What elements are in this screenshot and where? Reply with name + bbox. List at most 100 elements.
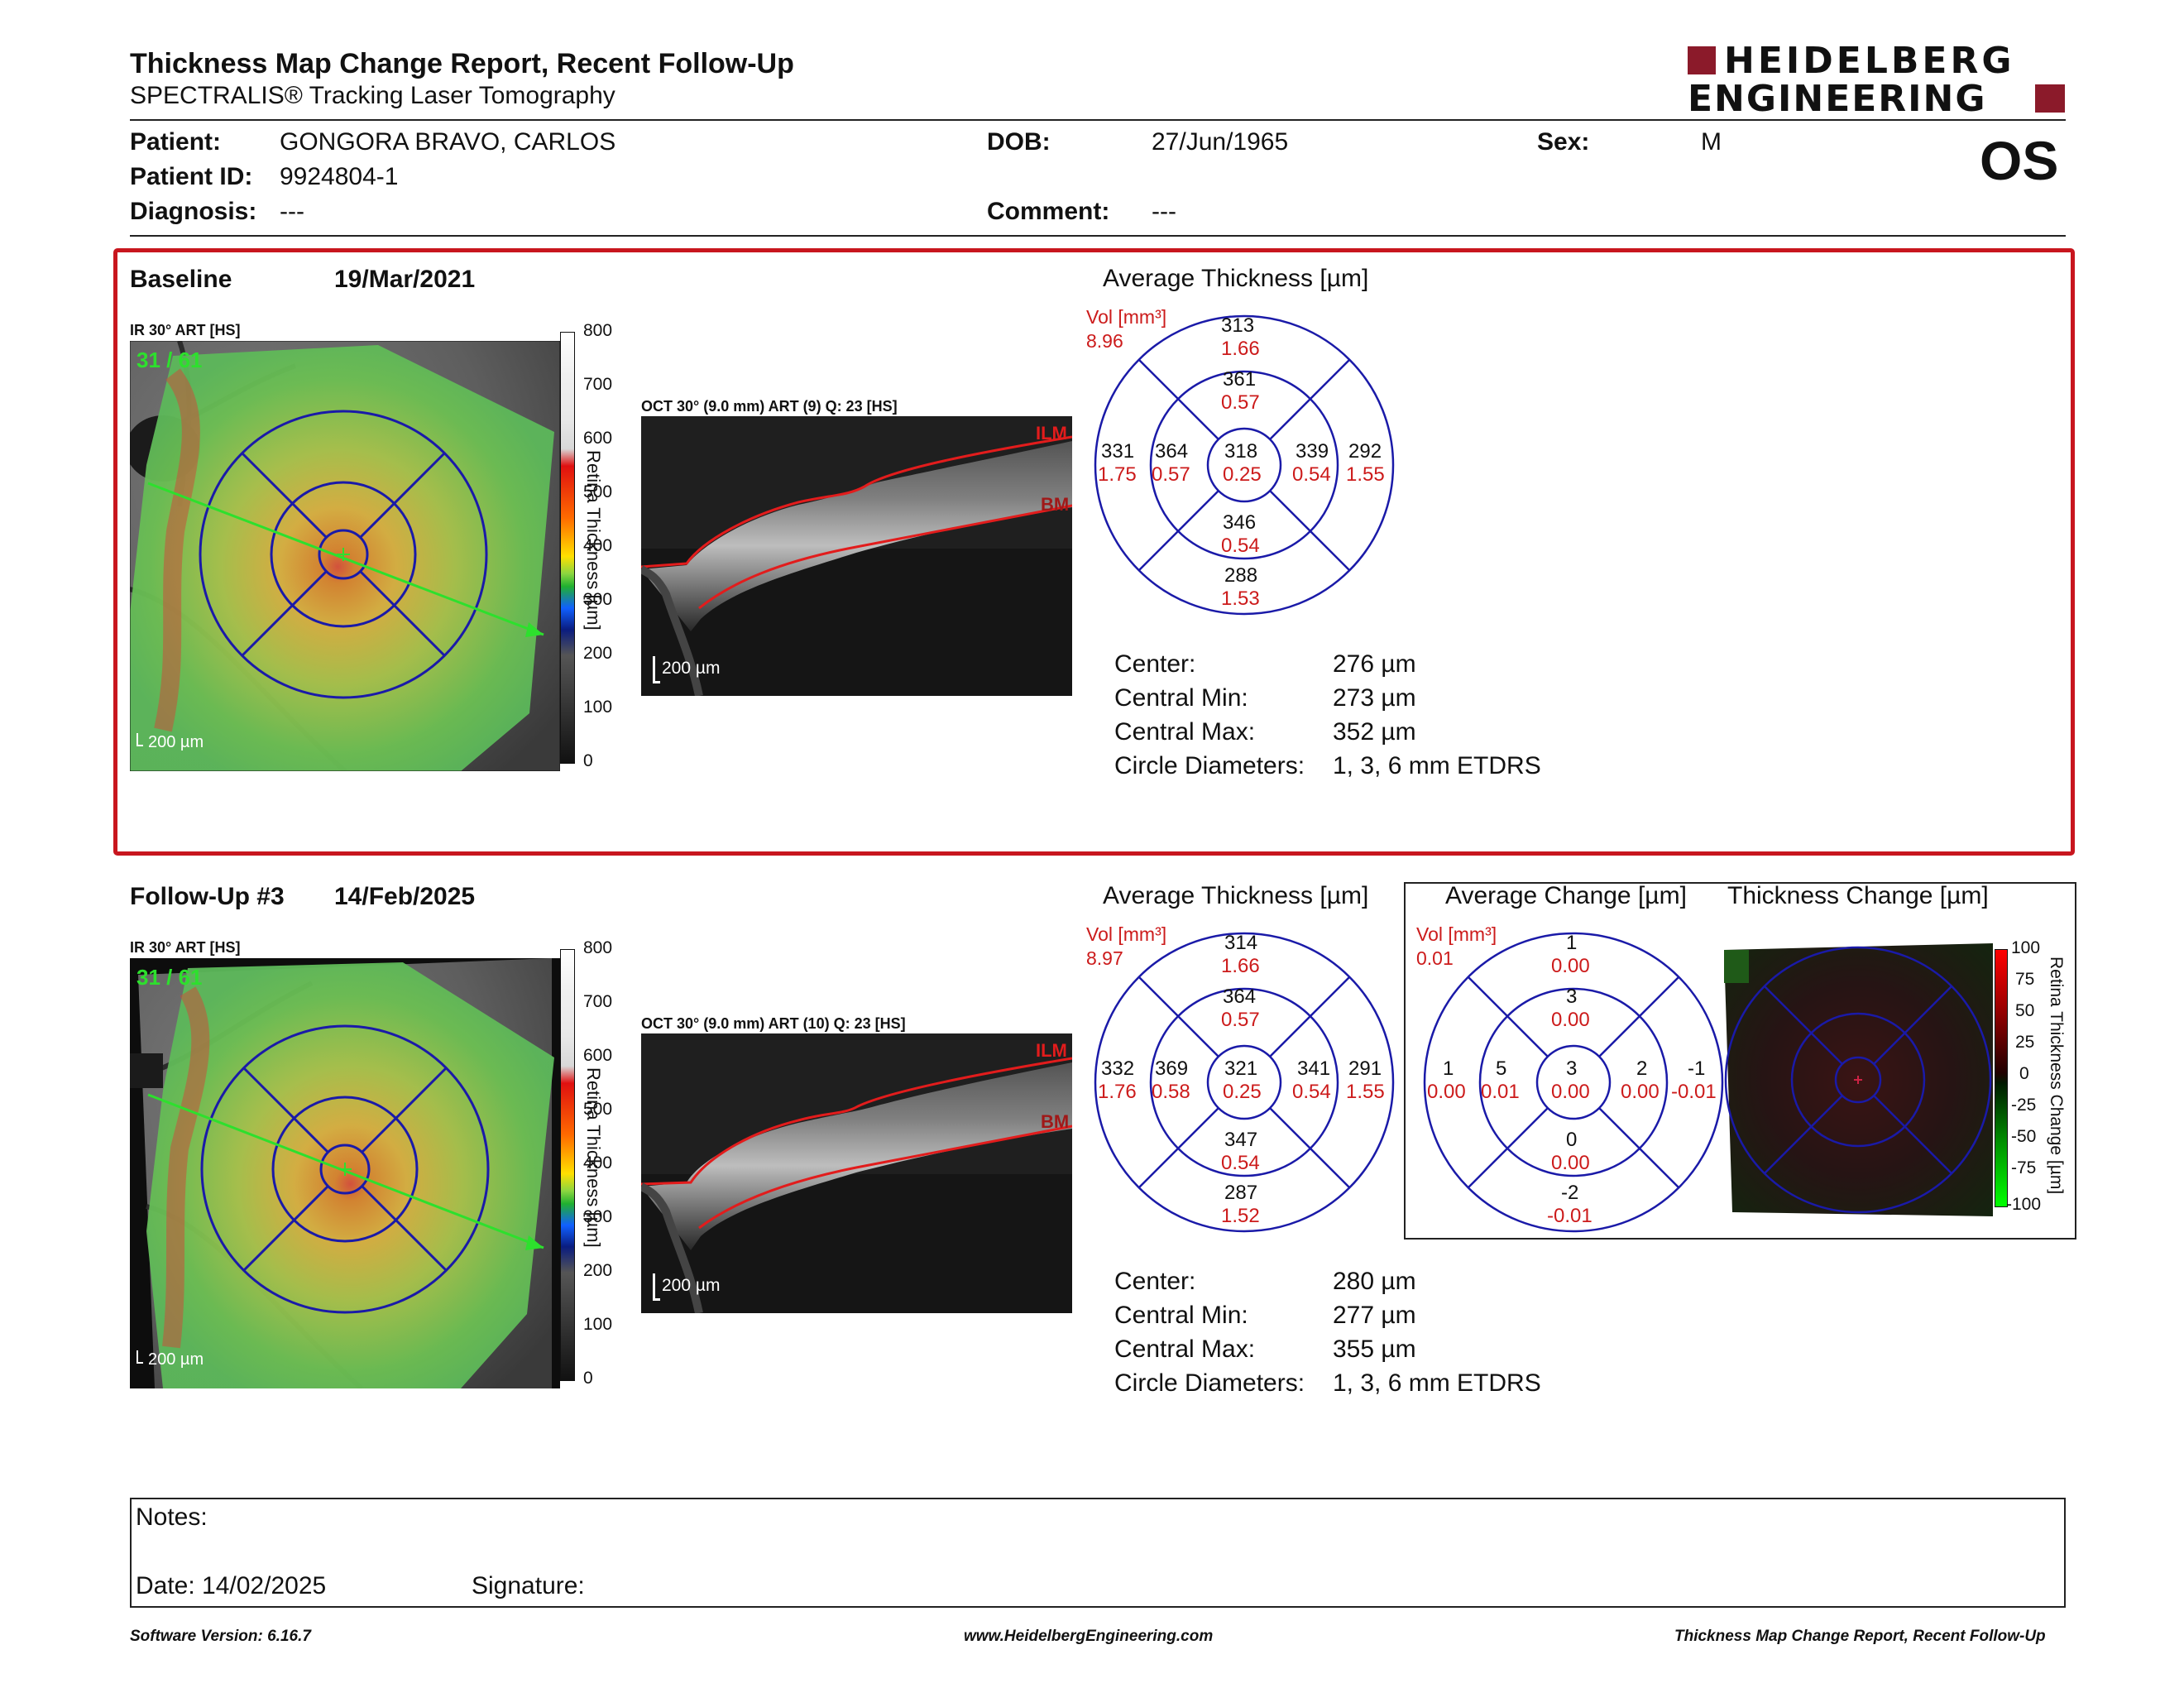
stat-min-label: Central Min: [1114,1302,1248,1329]
logo-text-line1: HEIDELBERG [1724,40,2015,82]
etdrs-inner-nas-thk: 339 [1296,440,1329,463]
sex-label: Sex: [1537,128,1590,156]
etdrs-inner-temp-thk: 5 [1496,1057,1507,1080]
followup-label: Follow-Up #3 [130,883,285,910]
baseline-vol-label: Vol [mm³] [1086,306,1167,328]
baseline-frame [113,248,2075,856]
cbar-tick: 300 [583,1207,613,1226]
comment-label: Comment: [987,198,1110,225]
change-cbar-tick: -25 [2011,1096,2037,1115]
patient-rule [130,235,2066,237]
etdrs-outer-inf-thk: 287 [1224,1182,1258,1204]
change-cbar-tick: 50 [2015,1001,2035,1020]
cbar-tick: 200 [583,1261,613,1280]
etdrs-center-vol: 0.25 [1223,463,1262,486]
etdrs-outer-temp-vol: 1.76 [1098,1081,1137,1103]
change-cbar-tick: 25 [2015,1033,2035,1052]
patient-name: GONGORA BRAVO, CARLOS [280,128,616,156]
etdrs-inner-nas-vol: 0.54 [1292,1081,1331,1103]
etdrs-inner-inf-vol: 0.00 [1551,1152,1590,1174]
etdrs-center-vol: 0.00 [1551,1081,1590,1103]
etdrs-inner-sup-thk: 364 [1223,985,1257,1008]
followup-etdrs-grid [1093,931,1396,1234]
etdrs-outer-sup-thk: 314 [1224,932,1258,954]
logo-square-top [1688,46,1716,74]
followup-date: 14/Feb/2025 [334,883,476,910]
followup-vol-label: Vol [mm³] [1086,923,1167,945]
avg-change-title: Average Change [µm] [1445,882,1687,909]
etdrs-inner-sup-thk: 361 [1223,368,1257,391]
followup-vol-value: 8.97 [1086,947,1123,969]
etdrs-inner-inf-thk: 347 [1224,1129,1258,1151]
etdrs-inner-temp-vol: 0.57 [1152,463,1190,486]
stat-min-value: 277 µm [1333,1302,1416,1329]
stat-diam-value: 1, 3, 6 mm ETDRS [1333,752,1541,779]
cbar-tick: 300 [583,590,613,609]
cbar-tick: 600 [583,1046,613,1065]
etdrs-inner-inf-vol: 0.54 [1221,535,1260,557]
etdrs-inner-nas-vol: 0.54 [1292,463,1331,486]
etdrs-outer-sup-thk: 1 [1566,932,1578,954]
stat-center-label: Center: [1114,650,1196,678]
logo-square-bottom [2035,84,2065,113]
cbar-tick: 500 [583,482,613,501]
etdrs-outer-temp-thk: 331 [1101,440,1135,463]
baseline-colorbar [560,332,575,764]
notes-label: Notes: [136,1503,208,1531]
etdrs-outer-nas-thk: 291 [1348,1057,1382,1080]
etdrs-inner-temp-thk: 364 [1155,440,1189,463]
eye-indicator: OS [1980,130,2059,191]
patient-id-value: 9924804-1 [280,163,399,190]
etdrs-outer-inf-thk: 288 [1224,564,1258,587]
etdrs-inner-inf-thk: 0 [1566,1129,1578,1151]
etdrs-outer-inf-vol: 1.53 [1221,587,1260,610]
etdrs-inner-nas-thk: 341 [1297,1057,1331,1080]
signature-label: Signature: [472,1572,585,1599]
oct-scale-marker [653,1273,660,1301]
heidelberg-logo: HEIDELBERG ENGINEERING [1688,40,2068,120]
notes-box[interactable] [130,1498,2066,1608]
stat-center-label: Center: [1114,1268,1196,1295]
etdrs-outer-temp-vol: 1.75 [1098,463,1137,486]
etdrs-outer-nas-vol: 1.55 [1346,463,1385,486]
change-cbar-tick: -100 [2006,1195,2042,1214]
footer-website[interactable]: www.HeidelbergEngineering.com [964,1628,1214,1645]
stat-min-value: 273 µm [1333,684,1416,712]
baseline-label: Baseline [130,266,232,293]
etdrs-outer-sup-vol: 1.66 [1221,338,1260,360]
etdrs-outer-nas-vol: -0.01 [1671,1081,1717,1103]
patient-label: Patient: [130,128,222,156]
stat-diam-label: Circle Diameters: [1114,752,1305,779]
baseline-ir-scale: 200 µm [148,733,204,751]
scale-marker [136,733,143,746]
followup-ilm-label: ILM [1036,1040,1067,1061]
oct-scale-marker [653,656,660,683]
etdrs-inner-sup-vol: 0.57 [1221,391,1260,414]
patient-id-label: Patient ID: [130,163,253,190]
etdrs-inner-temp-vol: 0.01 [1481,1081,1520,1103]
footer-version: Software Version: 6.16.7 [130,1628,311,1645]
change-vol-label: Vol [mm³] [1416,923,1497,945]
followup-ir-counter: 31 / 61 [136,965,203,990]
baseline-date: 19/Mar/2021 [334,266,476,293]
baseline-colorbar-label: Retina Thickness [µm] [583,450,604,631]
stat-diam-value: 1, 3, 6 mm ETDRS [1333,1369,1541,1397]
stat-center-value: 276 µm [1333,650,1416,678]
baseline-vol-value: 8.96 [1086,330,1123,352]
cbar-tick: 100 [583,698,613,717]
cbar-tick: 800 [583,938,613,957]
baseline-ir-counter: 31 / 61 [136,348,203,372]
etdrs-inner-inf-thk: 346 [1223,511,1257,534]
baseline-ir-label: IR 30° ART [HS] [130,322,241,338]
header-rule [130,119,2066,121]
etdrs-center-thk: 321 [1224,1057,1258,1080]
etdrs-outer-sup-vol: 1.66 [1221,955,1260,977]
diagnosis-value: --- [280,198,304,225]
stat-min-label: Central Min: [1114,684,1248,712]
stat-max-value: 355 µm [1333,1336,1416,1363]
change-cbar-tick: -50 [2011,1127,2037,1146]
cbar-tick: 600 [583,429,613,448]
stat-center-value: 280 µm [1333,1268,1416,1295]
etdrs-inner-sup-vol: 0.57 [1221,1009,1260,1031]
etdrs-outer-temp-vol: 0.00 [1427,1081,1466,1103]
